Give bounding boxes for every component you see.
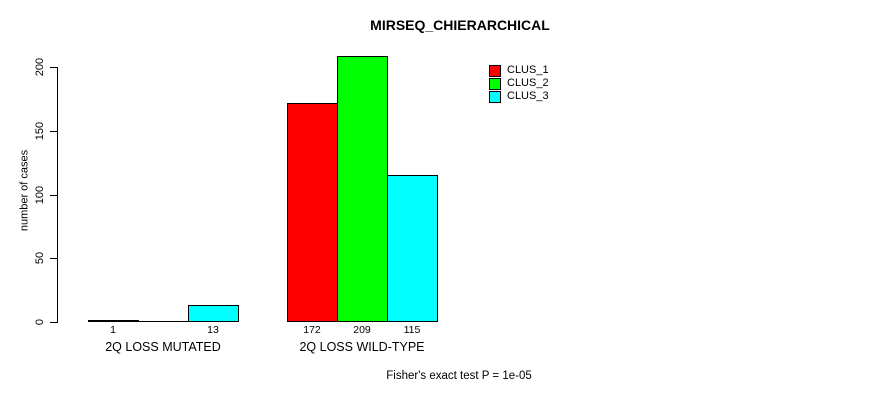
legend-label: CLUS_1 <box>507 64 549 76</box>
legend-item-clus_1: CLUS_1 <box>489 64 549 77</box>
bar-value-label: 172 <box>303 324 321 336</box>
bar-clus_1-group1 <box>287 102 338 322</box>
bar-clus_2-group1 <box>337 55 388 322</box>
bar-value-label: 1 <box>110 324 116 336</box>
y-axis-tick-label: 50 <box>34 251 46 265</box>
y-axis-tick <box>50 195 57 196</box>
bar-clus_3-group0 <box>188 305 239 322</box>
y-axis-tick-label: 100 <box>34 185 46 205</box>
bar-value-label: 13 <box>207 324 219 336</box>
bar-value-label: 115 <box>403 324 421 336</box>
legend-item-clus_2: CLUS_2 <box>489 77 549 90</box>
legend-swatch-clus_1 <box>489 64 501 77</box>
y-axis-tick-label: 200 <box>34 57 46 77</box>
legend-swatch-clus_3 <box>489 90 501 103</box>
legend-swatch-clus_2 <box>489 77 501 90</box>
chart-title: MIRSEQ_CHIERARCHICAL <box>370 17 550 33</box>
y-axis-tick <box>50 322 57 323</box>
y-axis-tick <box>50 67 57 68</box>
x-category-label: 2Q LOSS MUTATED <box>105 340 221 354</box>
bar-clus_1-group0 <box>88 320 139 322</box>
legend-label: CLUS_3 <box>507 90 549 102</box>
annotation-fishers-test: Fisher's exact test P = 1e-05 <box>386 370 532 382</box>
bar-value-label: 209 <box>353 324 371 336</box>
bar-clus_2-zero <box>138 321 189 322</box>
legend-label: CLUS_2 <box>507 77 549 89</box>
y-axis-tick <box>50 131 57 132</box>
legend-item-clus_3: CLUS_3 <box>489 90 549 103</box>
bar-clus_3-group1 <box>387 175 438 322</box>
y-axis-tick-label: 0 <box>34 318 46 326</box>
y-axis-tick <box>50 258 57 259</box>
y-axis-tick-label: 150 <box>34 121 46 141</box>
x-category-label: 2Q LOSS WILD-TYPE <box>299 340 425 354</box>
y-axis-line <box>57 67 58 323</box>
